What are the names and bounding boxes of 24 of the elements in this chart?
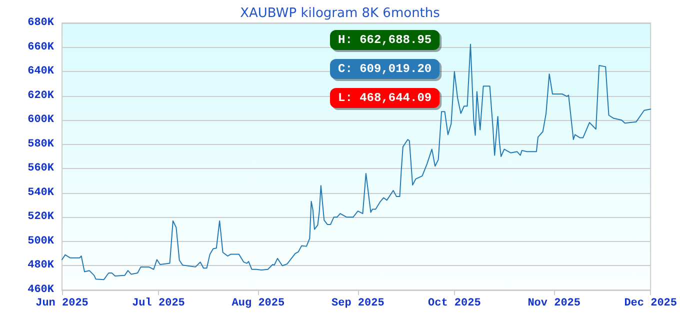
y-tick-label: 680K	[28, 17, 54, 29]
x-tick-label: Oct 2025	[428, 298, 482, 310]
y-tick-label: 600K	[28, 114, 54, 126]
y-tick-label: 660K	[28, 41, 54, 54]
x-tick-label: Jul 2025	[132, 298, 186, 310]
y-tick-label: 640K	[28, 66, 54, 78]
y-tick-label: 580K	[28, 138, 54, 150]
chart-title: XAUBWP kilogram 8K 6months	[240, 6, 440, 21]
y-tick-label: 620K	[28, 90, 54, 102]
y-tick-label: 520K	[28, 211, 54, 224]
annotation: L: 468,644.09	[338, 91, 432, 105]
annotation: H: 662,688.95	[338, 33, 432, 47]
line-series	[62, 44, 652, 280]
x-tick-label: Nov 2025	[528, 298, 581, 310]
x-tick-label: Aug 2025	[232, 298, 285, 310]
y-tick-label: 540K	[28, 186, 54, 199]
y-tick-label: 480K	[28, 260, 54, 272]
x-tick-label: Sep 2025	[332, 298, 385, 310]
y-tick-label: 500K	[28, 235, 54, 248]
x-tick-label: Dec 2025	[624, 298, 678, 310]
y-tick-label: 560K	[28, 162, 54, 175]
y-tick-label: 460K	[28, 284, 54, 296]
annotation: C: 609,019.20	[338, 62, 432, 76]
x-tick-label: Jun 2025	[36, 298, 89, 310]
